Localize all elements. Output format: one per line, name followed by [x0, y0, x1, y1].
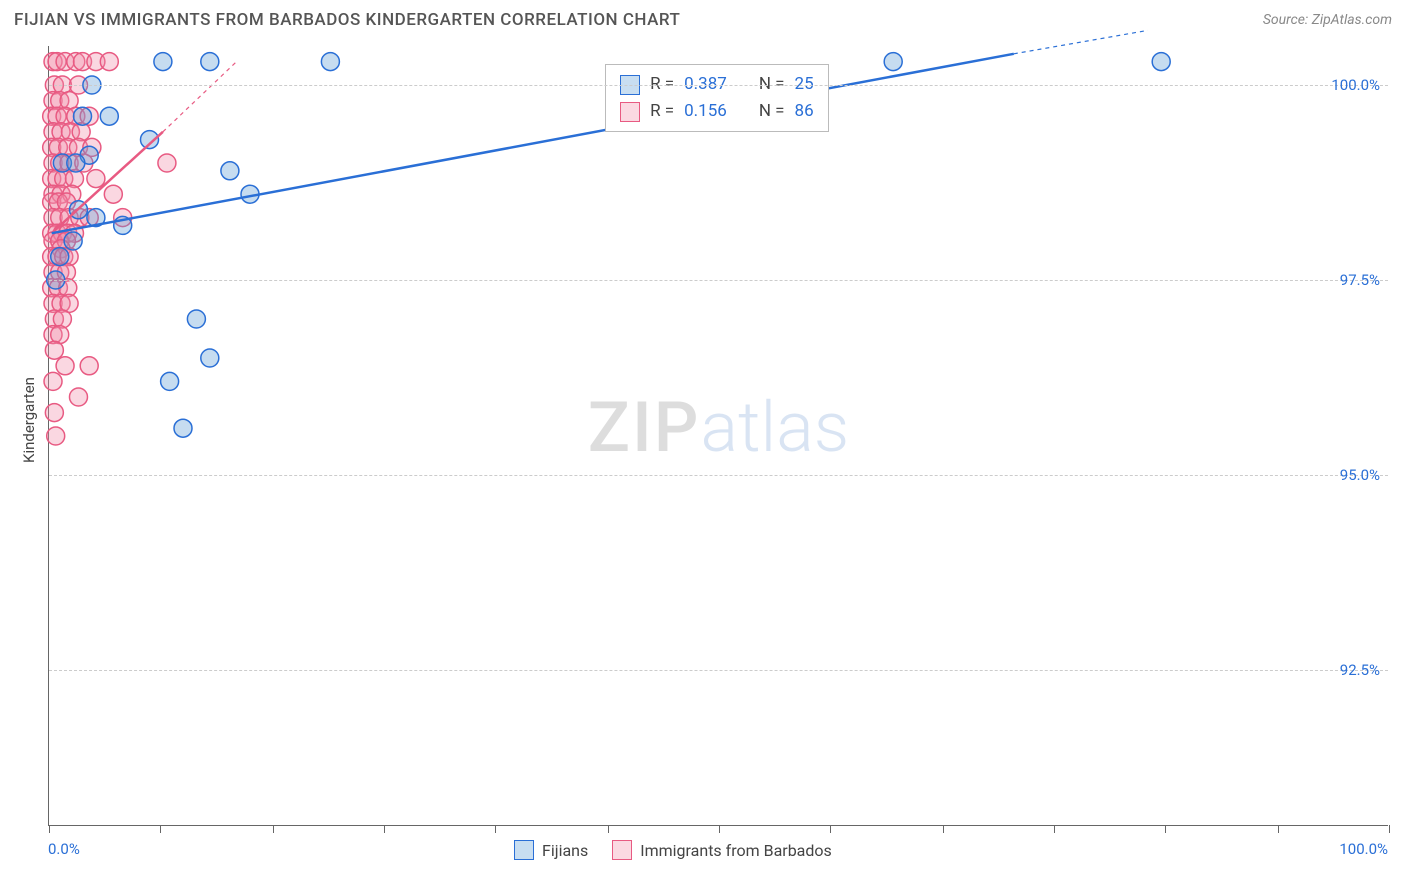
x-tick	[160, 825, 161, 833]
scatter-point	[158, 154, 176, 172]
trend-line	[52, 54, 1014, 233]
gridline	[49, 475, 1388, 476]
scatter-point	[154, 53, 172, 71]
series-legend-item: Immigrants from Barbados	[612, 840, 832, 860]
scatter-point	[100, 53, 118, 71]
scatter-point	[321, 53, 339, 71]
scatter-point	[161, 372, 179, 390]
x-tick	[495, 825, 496, 833]
x-tick	[830, 825, 831, 833]
x-tick	[943, 825, 944, 833]
series-legend: Fijians Immigrants from Barbados	[514, 840, 832, 860]
series-legend-item: Fijians	[514, 840, 588, 860]
scatter-point	[100, 107, 118, 125]
n-value: 86	[795, 98, 814, 125]
r-label: R =	[650, 98, 674, 125]
x-tick	[1278, 825, 1279, 833]
x-tick	[719, 825, 720, 833]
scatter-point	[47, 427, 65, 445]
scatter-point	[187, 310, 205, 328]
series-name: Fijians	[542, 841, 588, 860]
y-tick-label: 95.0%	[1340, 466, 1380, 484]
scatter-point	[45, 341, 63, 359]
scatter-point	[56, 357, 74, 375]
x-tick	[1054, 825, 1055, 833]
legend-swatch	[514, 840, 534, 860]
scatter-point	[51, 248, 69, 266]
y-tick-label: 100.0%	[1331, 76, 1380, 94]
scatter-point	[221, 162, 239, 180]
x-axis-min-label: 0.0%	[48, 840, 80, 858]
y-tick-label: 97.5%	[1340, 271, 1380, 289]
x-tick	[273, 825, 274, 833]
scatter-point	[174, 419, 192, 437]
scatter-point	[201, 53, 219, 71]
scatter-point	[1152, 53, 1170, 71]
y-axis-title: Kindergarten	[20, 377, 38, 463]
r-value: 0.156	[684, 98, 727, 125]
plot-area: ZIPatlas R =0.387N =25R =0.156N =86 92.5…	[48, 46, 1388, 826]
x-tick	[1389, 825, 1390, 833]
scatter-point	[201, 349, 219, 367]
scatter-point	[69, 388, 87, 406]
scatter-svg	[49, 46, 1388, 825]
gridline	[49, 280, 1388, 281]
gridline	[49, 85, 1388, 86]
x-tick	[49, 825, 50, 833]
scatter-point	[80, 357, 98, 375]
legend-row: R = 0.156 N = 86	[620, 98, 814, 125]
scatter-point	[44, 372, 62, 390]
scatter-point	[67, 154, 85, 172]
x-tick	[1165, 825, 1166, 833]
trend-line-extension	[163, 62, 237, 132]
legend-swatch	[612, 840, 632, 860]
chart-title: FIJIAN VS IMMIGRANTS FROM BARBADOS KINDE…	[14, 10, 680, 30]
n-label: N =	[759, 98, 785, 125]
scatter-point	[87, 170, 105, 188]
chart-source: Source: ZipAtlas.com	[1263, 12, 1392, 28]
scatter-point	[74, 107, 92, 125]
x-tick	[384, 825, 385, 833]
x-tick	[608, 825, 609, 833]
legend-swatch	[620, 102, 640, 122]
correlation-legend: R =0.387N =25R =0.156N =86	[605, 64, 829, 132]
chart-header: FIJIAN VS IMMIGRANTS FROM BARBADOS KINDE…	[0, 0, 1406, 36]
y-tick-label: 92.5%	[1340, 661, 1380, 679]
series-name: Immigrants from Barbados	[640, 841, 832, 860]
scatter-point	[104, 185, 122, 203]
gridline	[49, 670, 1388, 671]
scatter-point	[64, 232, 82, 250]
scatter-point	[45, 404, 63, 422]
x-axis-max-label: 100.0%	[1339, 840, 1388, 858]
scatter-point	[884, 53, 902, 71]
